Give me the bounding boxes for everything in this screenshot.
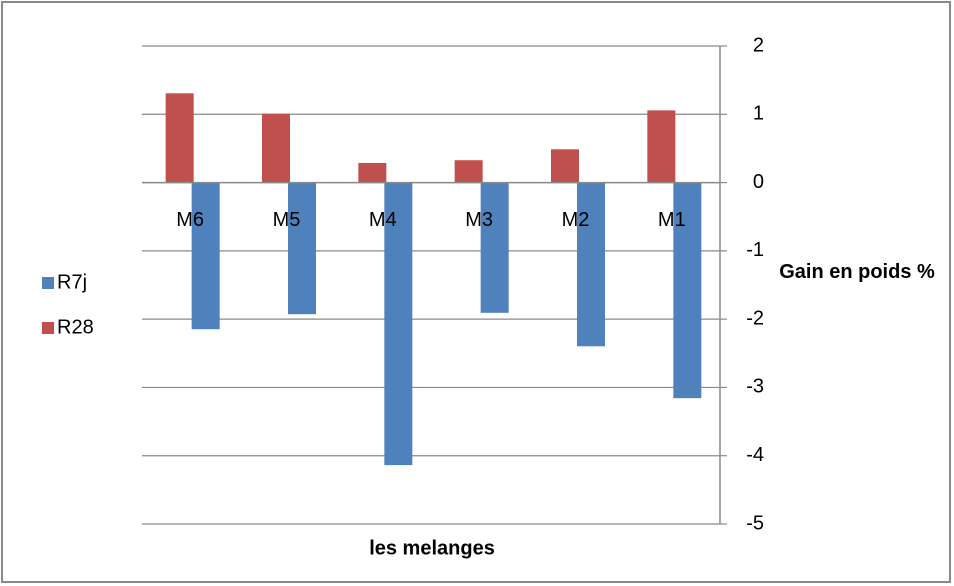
bar [480,182,509,313]
legend-swatch [42,322,54,334]
x-tick-label: M2 [562,209,590,231]
bar [551,149,579,184]
x-tick-label: M1 [658,209,686,231]
bar [288,182,316,315]
x-tick-label: M4 [369,209,397,231]
legend-swatch [42,277,54,289]
y-tick-label: -2 [746,307,764,329]
bar [577,182,605,347]
bar [673,182,702,399]
legend-label: R7j [57,271,87,293]
y-axis-title: Gain en poids % [779,261,935,283]
bar [358,162,387,184]
y-tick-label: 0 [753,171,764,193]
bar [191,182,220,330]
bar [262,113,290,184]
legend-label: R28 [57,316,94,338]
bar [165,93,194,184]
x-tick-label: M3 [465,209,493,231]
x-tick-label: M6 [176,209,204,231]
x-axis-title: les melanges [369,537,495,559]
x-tick-label: M5 [273,209,301,231]
y-tick-label: 2 [753,34,764,56]
y-tick-label: -5 [746,512,764,534]
bar [384,182,413,466]
y-tick-label: -1 [746,239,764,261]
bar [647,110,676,184]
y-tick-label: -3 [746,376,764,398]
y-tick-label: -4 [746,444,764,466]
bar [454,160,483,184]
y-tick-label: 1 [753,103,764,125]
